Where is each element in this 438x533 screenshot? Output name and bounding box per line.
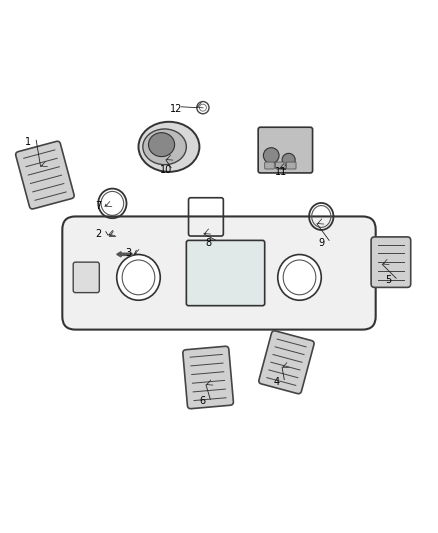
- Text: 9: 9: [318, 238, 325, 247]
- Ellipse shape: [148, 133, 175, 157]
- FancyBboxPatch shape: [183, 346, 233, 409]
- FancyBboxPatch shape: [276, 162, 285, 169]
- FancyBboxPatch shape: [371, 237, 411, 287]
- FancyBboxPatch shape: [16, 141, 74, 209]
- Text: 10: 10: [160, 165, 173, 175]
- Text: 11: 11: [275, 167, 287, 176]
- Text: 5: 5: [385, 276, 392, 286]
- Text: 6: 6: [199, 397, 205, 407]
- FancyBboxPatch shape: [186, 240, 265, 305]
- FancyArrow shape: [117, 252, 132, 257]
- FancyBboxPatch shape: [265, 162, 274, 169]
- FancyBboxPatch shape: [286, 162, 296, 169]
- Ellipse shape: [278, 255, 321, 300]
- Circle shape: [282, 154, 295, 166]
- Text: 3: 3: [125, 247, 131, 257]
- Text: 1: 1: [25, 138, 32, 148]
- Ellipse shape: [138, 122, 199, 172]
- Text: 7: 7: [95, 201, 101, 212]
- Text: 2: 2: [95, 229, 101, 239]
- FancyBboxPatch shape: [259, 331, 314, 394]
- Circle shape: [263, 148, 279, 163]
- Ellipse shape: [143, 129, 186, 165]
- Ellipse shape: [117, 255, 160, 300]
- Text: 8: 8: [205, 238, 211, 247]
- FancyBboxPatch shape: [73, 262, 99, 293]
- Text: 4: 4: [273, 377, 279, 387]
- Text: 12: 12: [170, 104, 183, 114]
- FancyBboxPatch shape: [62, 216, 376, 329]
- FancyBboxPatch shape: [258, 127, 313, 173]
